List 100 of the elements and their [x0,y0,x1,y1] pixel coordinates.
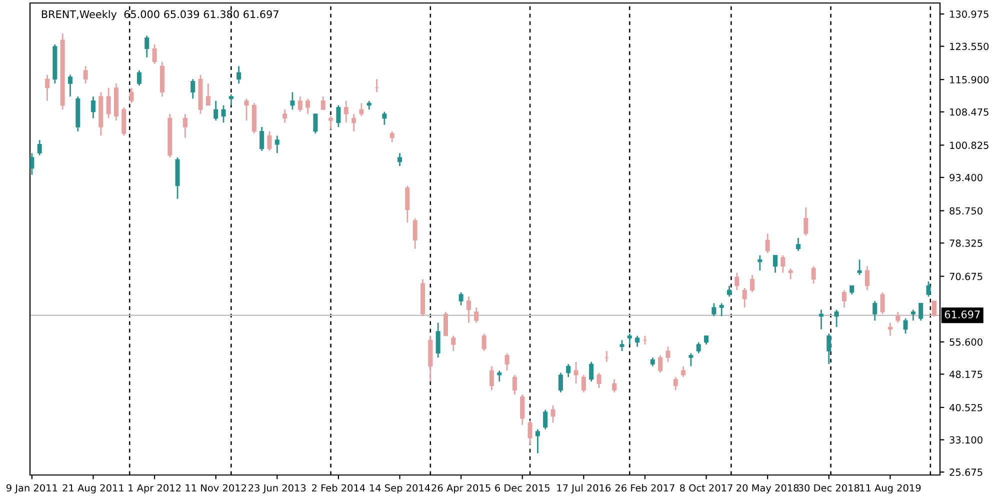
x-tick-label: 26 Feb 2017 [615,484,674,492]
candlestick [635,335,640,348]
candlestick [535,428,540,454]
ref-line-label: 61.697 [944,310,980,318]
candlestick [750,274,755,293]
candlestick [344,100,348,124]
x-tick-label: 9 Jan 2011 [6,484,58,494]
candlestick [37,139,42,156]
candlestick [896,311,900,324]
candlestick [842,289,846,308]
candlestick [274,134,280,154]
candlestick [932,300,937,318]
candlestick [566,363,571,378]
candlestick [474,306,479,324]
candlestick [451,335,456,352]
candlestick [206,82,210,106]
candlestick [627,332,632,346]
candlestick [872,300,878,322]
candlestick [30,152,34,176]
candlestick [152,44,157,65]
y-tick-label: 40.525 [950,404,982,412]
candlestick [267,130,272,152]
candlestick [818,308,824,330]
candlestick [910,308,916,322]
candlestick [482,332,486,352]
candlestick [888,322,892,336]
candlestick [129,87,134,104]
candlestick [658,354,663,374]
candlestick [726,285,732,298]
candlestick [558,372,563,394]
candlestick [596,372,602,389]
candlestick [666,346,670,363]
x-tick-label: 11 Nov 2012 [186,484,246,492]
y-tick-label: 115.900 [950,76,989,84]
candlestick [550,404,556,424]
x-tick-label: 26 Apr 2015 [432,484,490,494]
x-tick-label: 21 Aug 2011 [62,484,124,494]
candlestick [390,130,394,143]
candlestick [412,218,418,250]
y-tick-label: 100.825 [950,142,988,149]
candlestick [589,361,594,382]
candlestick [758,254,762,272]
candlestick [359,102,364,117]
candlestick [811,265,816,284]
y-tick-label: 93.400 [950,174,982,182]
candlestick [190,78,196,100]
candlestick [68,74,72,98]
candlestick [712,302,716,317]
candlestick [772,254,778,274]
candlestick [880,292,885,315]
candlestick [620,339,624,352]
candlestick [320,96,326,110]
candlestick [336,104,341,128]
candlestick [903,318,908,334]
text: BRENT,Weekly 65.000 65.039 61.380 61.697 [42,10,278,20]
candlestick [466,296,471,324]
candlestick [182,113,188,139]
candlestick [436,322,440,358]
candlestick [673,376,678,391]
candlestick [458,292,464,306]
candlestick [780,254,786,274]
candlestick [405,185,410,224]
candlestick [290,91,295,110]
candlestick [864,265,870,291]
y-tick-label: 85.750 [950,207,982,215]
candlestick [282,108,288,124]
candlestick [443,311,448,336]
candlestick [228,94,234,106]
candlestick [397,152,402,167]
candlestick [918,302,924,322]
candlestick [612,378,617,394]
candlestick [804,206,808,236]
candlestick [688,352,694,367]
y-tick-label: 33.100 [950,436,982,444]
y-tick-label: 48.175 [950,370,982,378]
candlestick [236,65,242,84]
candlestick [788,268,793,280]
x-tick-label: 23 Jun 2013 [248,484,306,494]
candlestick [528,420,532,446]
y-tick-label: 25.675 [950,468,982,476]
candlestick [144,34,150,58]
y-tick-label: 108.475 [950,108,988,116]
x-tick-label: 20 May 2018 [736,484,799,494]
candlestick [489,366,494,391]
x-tick-label: 11 Aug 2019 [860,484,921,494]
candlestick [306,98,310,115]
x-tick-label: 6 Dec 2015 [495,484,550,492]
candlestick [512,374,517,396]
candlestick [298,96,302,112]
candlestick [497,370,502,382]
candlestick [742,287,747,308]
candlestick [574,361,578,384]
candlestick [136,70,142,86]
x-tick-label: 30 Dec 2018 [798,484,860,492]
candlestick [382,111,387,126]
candlestick [520,394,525,426]
candlestick [857,258,862,276]
candlestick [681,366,686,378]
y-tick-label: 70.675 [950,272,982,280]
candlestick [352,113,356,132]
